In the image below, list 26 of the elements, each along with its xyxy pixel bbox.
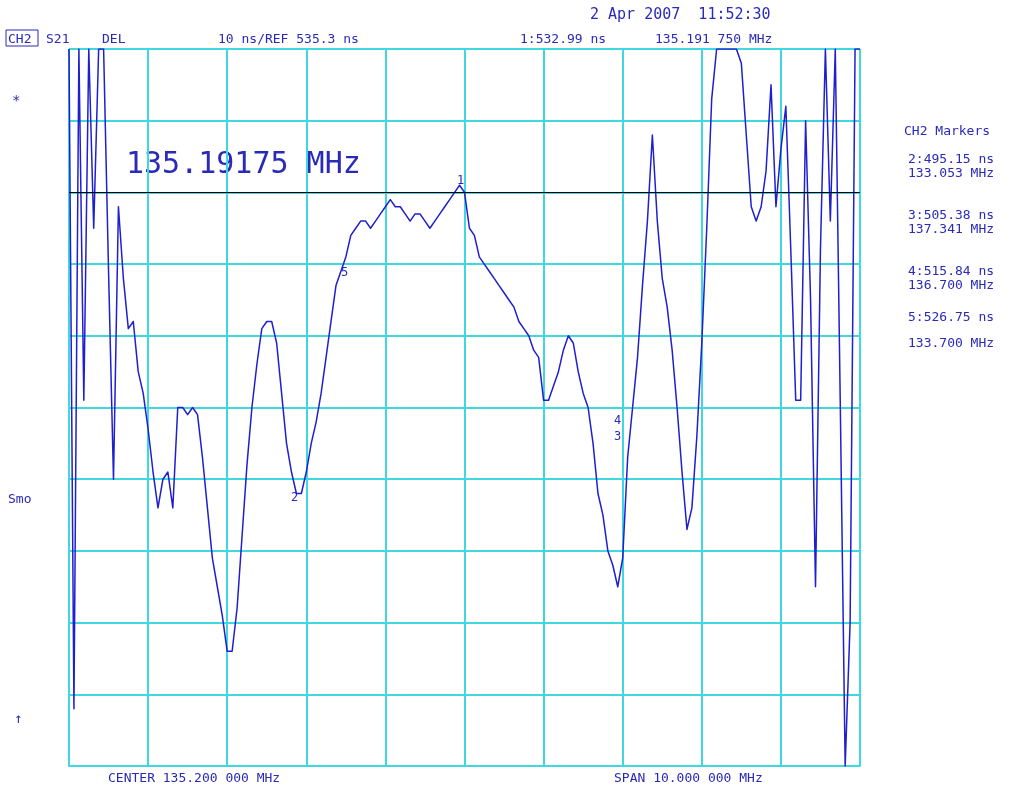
- text: 137.341 MHz: [908, 220, 995, 236]
- annotation: 1: [457, 173, 465, 187]
- text: 133.700 MHz: [908, 334, 995, 350]
- text: *: [12, 92, 21, 108]
- text: 135.191 750 MHz: [655, 30, 773, 46]
- text: CH2: [8, 30, 32, 46]
- text: 10 ns/REF 535.3 ns: [218, 30, 359, 46]
- text: ↑: [14, 710, 23, 726]
- text: 2:495.15 ns: [908, 150, 995, 166]
- annotation: 5: [341, 265, 349, 279]
- annotation: 3: [614, 429, 622, 443]
- text: Smo: [8, 490, 32, 506]
- text: DEL: [102, 30, 126, 46]
- annotation: 2: [291, 490, 299, 504]
- text: 133.053 MHz: [908, 164, 995, 180]
- text: 5:526.75 ns: [908, 308, 995, 324]
- text: 1:532.99 ns: [520, 30, 607, 46]
- text: 3:505.38 ns: [908, 206, 995, 222]
- text: 4:515.84 ns: [908, 262, 995, 278]
- text: CENTER 135.200 000 MHz: [108, 769, 281, 785]
- text: CH2 Markers: [904, 122, 991, 138]
- text: SPAN 10.000 000 MHz: [614, 769, 763, 785]
- text: S21: [46, 30, 70, 46]
- annotation: 4: [614, 413, 622, 427]
- text: 136.700 MHz: [908, 276, 995, 292]
- text: 2 Apr 2007 11:52:30: [590, 5, 771, 23]
